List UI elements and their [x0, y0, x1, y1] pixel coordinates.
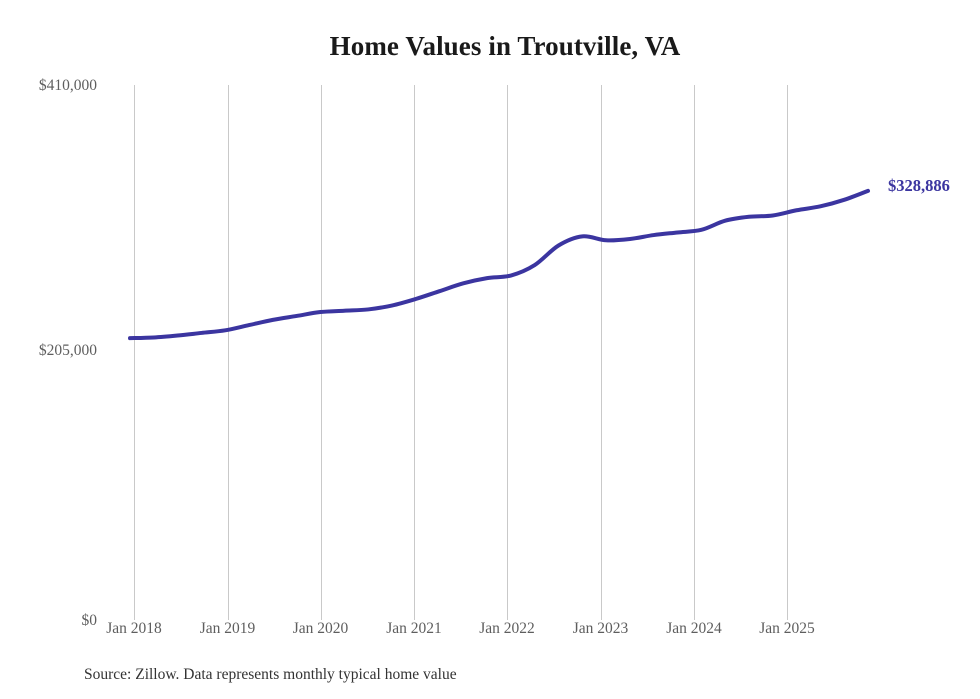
gridline-jan-2024	[694, 85, 695, 620]
y-tick-label: $0	[81, 612, 98, 629]
gridline-jan-2020	[320, 85, 322, 620]
x-tick-label: Jan 2025	[759, 620, 815, 637]
x-tick-label: Jan 2023	[572, 620, 629, 637]
chart-title: Home Values in Troutville, VA	[329, 31, 681, 61]
x-tick-label: Jan 2020	[292, 620, 349, 637]
y-axis: $410,000 $205,000 $0	[0, 0, 97, 699]
gridline-jan-2023	[600, 85, 602, 620]
series-line-typical-home-value	[128, 188, 870, 341]
x-tick-label: Jan 2019	[199, 620, 256, 637]
source-note: Source: Zillow. Data represents monthly …	[84, 666, 457, 683]
gridline-jan-2022	[507, 85, 508, 620]
gridline-jan-2018	[134, 85, 135, 620]
y-tick-label: $205,000	[38, 342, 97, 359]
x-tick-label: Jan 2018	[106, 620, 162, 637]
end-value-annotation: $328,886	[888, 175, 950, 195]
x-tick-label: Jan 2021	[386, 620, 442, 637]
gridline-jan-2025	[787, 85, 788, 620]
x-tick-label: Jan 2022	[479, 620, 535, 637]
gridline-jan-2021	[414, 85, 415, 620]
x-tick-label: Jan 2024	[666, 620, 722, 637]
gridline-jan-2019	[227, 85, 229, 620]
y-tick-label: $410,000	[38, 77, 97, 94]
